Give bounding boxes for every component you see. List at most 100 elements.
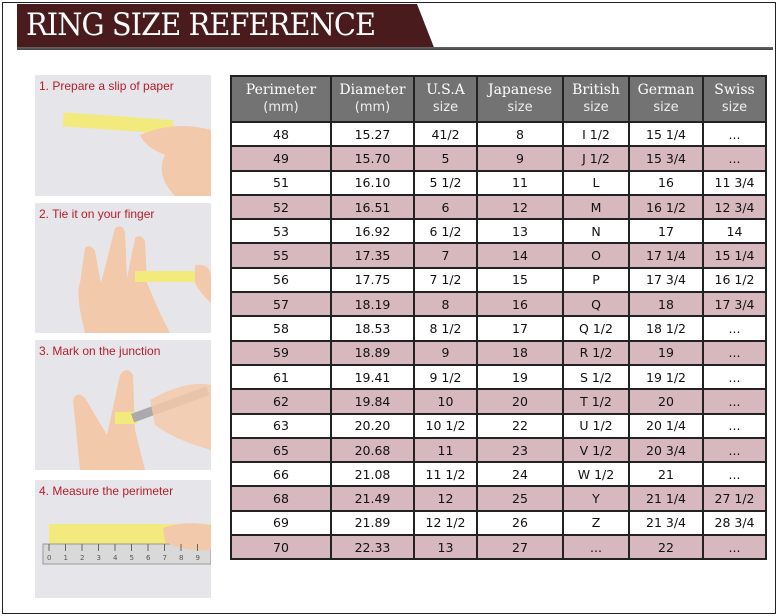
table-header-row: Perimeter (mm) Diameter (mm) U.S.A size Japane… <box>230 75 767 123</box>
table-cell: 20.68 <box>330 436 415 464</box>
table-cell: 27 1/2 <box>702 485 767 512</box>
table-cell: 21.08 <box>330 461 415 488</box>
table-cell: 20 1/4 <box>628 412 704 439</box>
table-row: 57 18.19 8 16 Q 18 17 3/4 <box>230 291 767 318</box>
column-unit: size <box>583 100 609 115</box>
table-cell: 17 1/4 <box>628 242 704 269</box>
table-cell: 14 <box>702 218 767 245</box>
table-cell: 70 <box>230 534 332 561</box>
table-cell: 41/2 <box>413 120 478 148</box>
table-cell: ... <box>702 339 767 366</box>
table-cell: 16 1/2 <box>702 266 767 294</box>
table-cell: 9 1/2 <box>413 363 478 391</box>
table-cell: 25 <box>476 485 564 512</box>
table-cell: 53 <box>230 218 332 245</box>
step-3-caption: 3. Mark on the junction <box>39 344 161 358</box>
table-row: 51 16.10 5 1/2 11 L 16 11 3/4 <box>230 169 767 196</box>
table-cell: 61 <box>230 363 332 391</box>
paper-slip-hand-illustration <box>62 112 211 196</box>
column-header: Swiss size <box>702 75 767 123</box>
table-cell: 7 <box>413 242 478 269</box>
step-3-panel: 3. Mark on the junction <box>35 340 211 470</box>
table-row: 49 15.70 5 9 J 1/2 15 3/4... <box>230 145 767 172</box>
table-cell: 68 <box>230 485 332 512</box>
table-row: 66 21.08 11 1/2 24 W 1/2 21... <box>230 461 767 488</box>
table-cell: 49 <box>230 145 332 172</box>
table-row: 69 21.89 12 1/2 26 Z 21 3/4 28 3/4 <box>230 509 767 537</box>
table-cell: ... <box>702 436 767 464</box>
table-cell: 7 1/2 <box>413 266 478 294</box>
table-cell: 16.51 <box>330 193 415 221</box>
step-2-panel: 2. Tie it on your finger <box>35 203 211 333</box>
table-cell: 16.92 <box>330 218 415 245</box>
column-unit: size <box>721 100 748 115</box>
column-header: U.S.A size <box>413 75 478 123</box>
table-cell: 13 <box>476 218 564 245</box>
table-cell: V 1/2 <box>562 436 630 464</box>
table-cell: 19.84 <box>330 388 415 415</box>
table-cell: 10 1/2 <box>413 412 478 439</box>
table-cell: 21.49 <box>330 485 415 512</box>
table-cell: 14 <box>476 242 564 269</box>
column-title: Diameter <box>339 82 406 98</box>
table-cell: 16 1/2 <box>628 193 704 221</box>
table-cell: 8 <box>476 120 564 148</box>
table-cell: 23 <box>476 436 564 464</box>
table-cell: 17 3/4 <box>628 266 704 294</box>
column-header: Diameter (mm) <box>330 75 415 123</box>
column-unit: (mm) <box>354 100 391 115</box>
table-cell: 21 3/4 <box>628 509 704 537</box>
table-cell: 12 3/4 <box>702 193 767 221</box>
column-header: Perimeter (mm) <box>230 75 332 123</box>
column-title: German <box>637 82 695 98</box>
table-row: 59 18.89 9 18 R 1/2 19... <box>230 339 767 366</box>
table-cell: 51 <box>230 169 332 196</box>
table-cell: Z <box>562 509 630 537</box>
ruler-tick-label: 3 <box>97 554 101 562</box>
column-title: U.S.A <box>426 82 465 98</box>
ruler-tick-label: 9 <box>196 554 200 562</box>
title-underline <box>17 47 773 50</box>
table-row: 55 17.35 7 14 O 17 1/4 15 1/4 <box>230 242 767 269</box>
column-unit: size <box>432 100 459 115</box>
table-cell: 12 1/2 <box>413 509 478 537</box>
table-cell: L <box>562 169 630 196</box>
table-cell: ... <box>702 388 767 415</box>
table-cell: W 1/2 <box>562 461 630 488</box>
table-cell: 65 <box>230 436 332 464</box>
table-cell: 19 1/2 <box>628 363 704 391</box>
table-cell: ... <box>702 145 767 172</box>
table-cell: 16.10 <box>330 169 415 196</box>
table-cell: 52 <box>230 193 332 221</box>
ruler-tick-label: 0 <box>47 554 51 562</box>
table-cell: 55 <box>230 242 332 269</box>
table-cell: 21.89 <box>330 509 415 537</box>
column-header: German size <box>628 75 704 123</box>
step-4-panel: 0 1 2 3 4 5 6 7 8 9 4. Measure the perimeter <box>35 480 211 598</box>
table-cell: R 1/2 <box>562 339 630 366</box>
table-cell: S 1/2 <box>562 363 630 391</box>
table-cell: 57 <box>230 291 332 318</box>
table-cell: 18 <box>628 291 704 318</box>
ruler-tick-label: 4 <box>113 554 118 562</box>
table-cell: 19 <box>628 339 704 366</box>
ruler-tick-label: 7 <box>163 554 167 562</box>
table-cell: 16 <box>628 169 704 196</box>
ruler-tick-label: 1 <box>64 554 68 562</box>
table-cell: 69 <box>230 509 332 537</box>
table-row: 58 18.53 8 1/2 17 Q 1/2 18 1/2... <box>230 315 767 342</box>
table-cell: 6 <box>413 193 478 221</box>
table-cell: 12 <box>476 193 564 221</box>
table-cell: 15 <box>476 266 564 294</box>
table-cell: 28 3/4 <box>702 509 767 537</box>
column-title: Japanese <box>487 82 553 98</box>
table-cell: U 1/2 <box>562 412 630 439</box>
table-cell: ... <box>702 120 767 148</box>
table-cell: 11 <box>476 169 564 196</box>
column-header: British size <box>562 75 630 123</box>
step-1-caption: 1. Prepare a slip of paper <box>39 79 174 93</box>
table-cell: 11 <box>413 436 478 464</box>
table-cell: 5 <box>413 145 478 172</box>
table-row: 56 17.75 7 1/2 15 P 17 3/4 16 1/2 <box>230 266 767 294</box>
